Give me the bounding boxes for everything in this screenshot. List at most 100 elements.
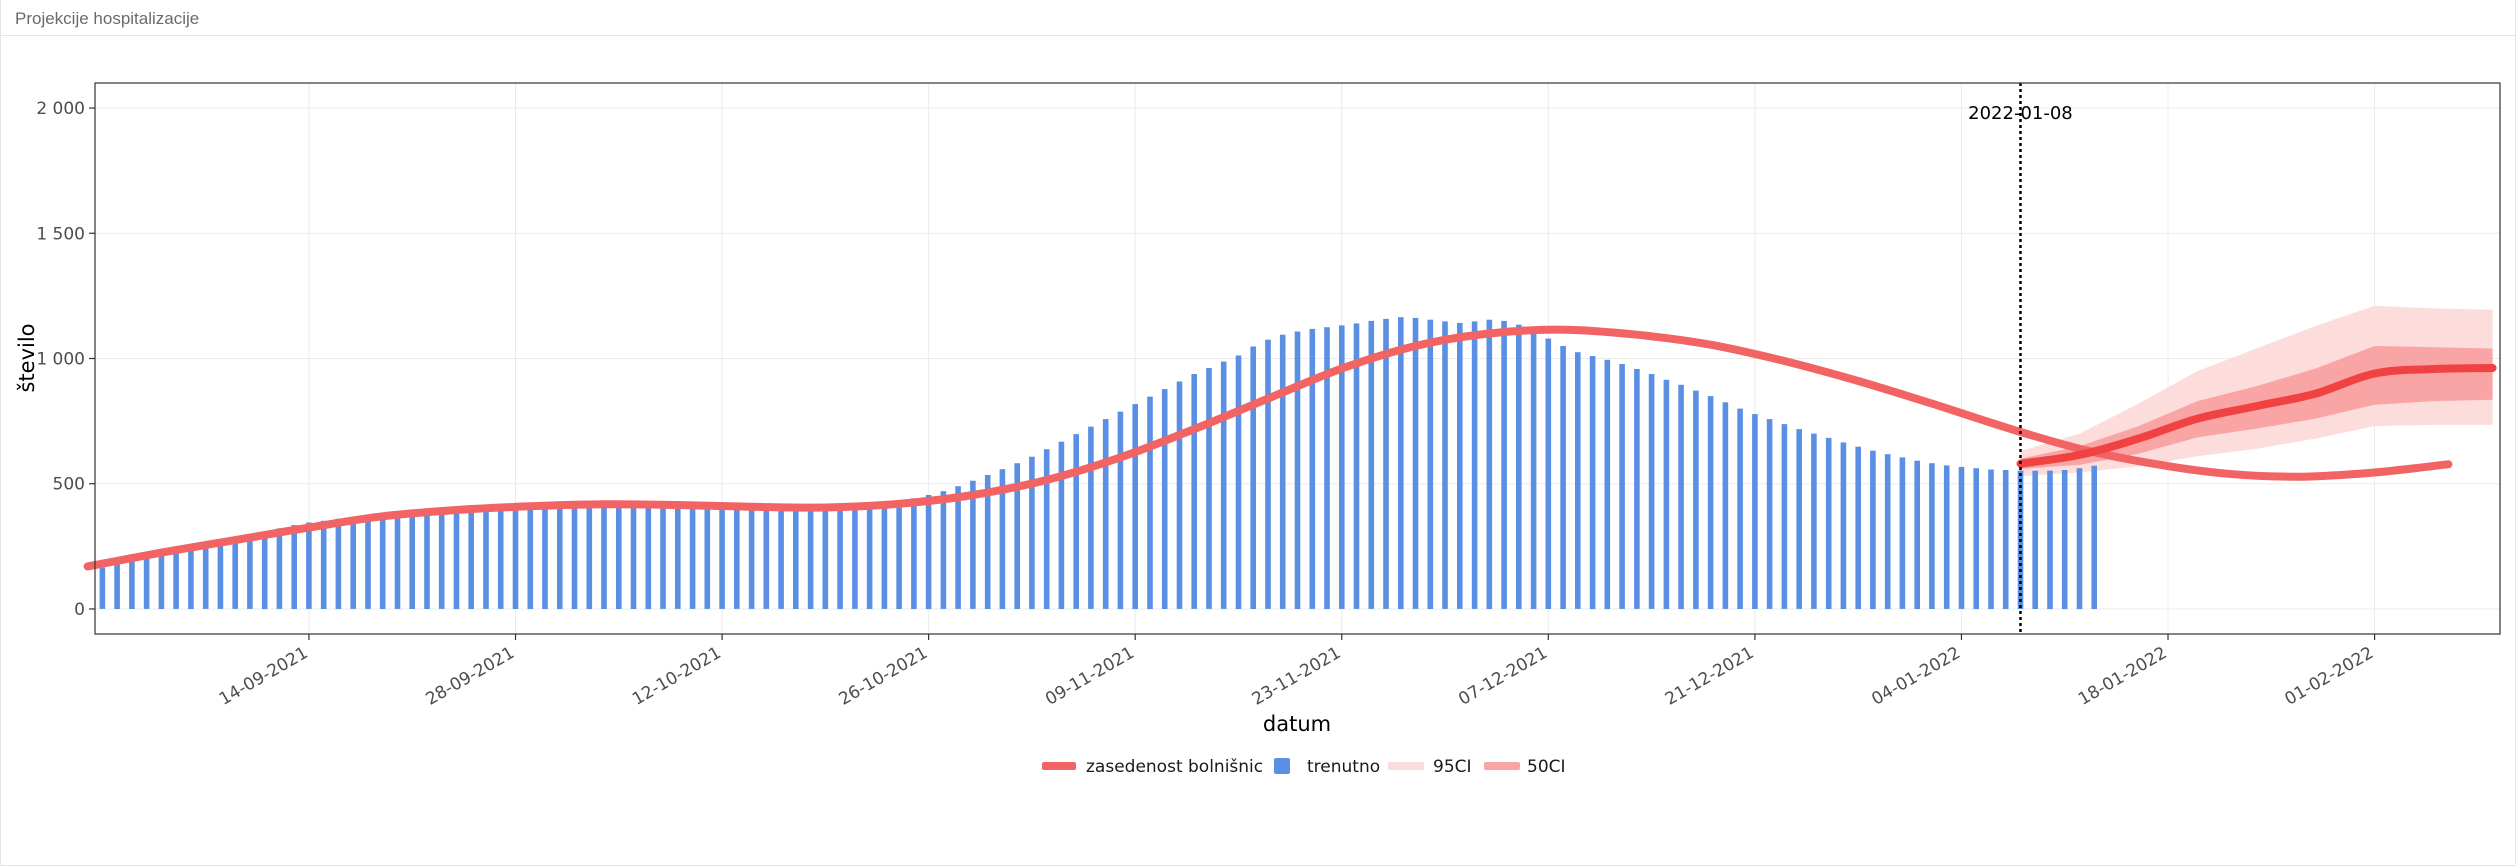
x-tick-label-7: 21-12-2021	[1662, 643, 1758, 710]
bar-59	[970, 480, 976, 609]
bar-73	[1176, 381, 1183, 609]
line-series-projection	[2016, 364, 2497, 468]
bar-107	[1678, 384, 1684, 609]
bar-84	[1339, 325, 1345, 609]
legend-swatch-line	[1042, 762, 1076, 770]
bar-12	[276, 528, 283, 609]
line-projection-path	[2016, 364, 2497, 468]
bar-25	[468, 508, 474, 609]
bar-98	[1545, 338, 1552, 609]
x-tick-label-5: 23-11-2021	[1249, 643, 1345, 710]
bar-114	[1781, 424, 1788, 609]
bar-63	[1029, 456, 1035, 609]
bar-11	[261, 532, 268, 609]
bar-54	[896, 500, 902, 609]
bar-8	[217, 540, 224, 609]
y-tick-label-2: 1 000	[36, 350, 85, 370]
legend-swatch-bars	[1274, 758, 1290, 774]
bar-108	[1693, 390, 1699, 609]
x-tick-label-0: 14-09-2021	[216, 643, 312, 710]
bar-20	[394, 513, 401, 609]
legend-label-bars: trenutno	[1307, 757, 1380, 777]
bar-87	[1383, 318, 1389, 609]
x-tick-label-1: 28-09-2021	[422, 643, 518, 710]
bar-44	[748, 508, 755, 609]
bar-32	[571, 505, 578, 609]
bar-14	[306, 522, 312, 609]
bar-90	[1427, 319, 1434, 609]
bar-49	[822, 505, 829, 609]
legend: zasedenost bolnišnic trenutno 95CI 50CI	[1042, 757, 1566, 777]
bar-7	[202, 543, 209, 609]
bar-43	[734, 508, 740, 609]
chart-frame	[0, 36, 2516, 866]
bar-62	[1014, 463, 1020, 609]
bar-82	[1309, 328, 1316, 609]
x-tick-label-2: 12-10-2021	[629, 643, 725, 710]
bar-120	[1870, 450, 1876, 609]
today-label: 2022-01-08	[1968, 103, 2073, 124]
bar-97	[1530, 331, 1537, 609]
bar-76	[1220, 361, 1227, 609]
bar-38	[660, 507, 666, 609]
bar-104	[1634, 369, 1640, 609]
bar-124	[1929, 463, 1935, 609]
x-tick-label-3: 26-10-2021	[836, 643, 932, 710]
bar-117	[1825, 437, 1832, 609]
bar-125	[1943, 465, 1950, 609]
bar-111	[1737, 408, 1743, 609]
bar-1	[114, 563, 120, 609]
bar-41	[704, 507, 711, 609]
legend-swatch-band50	[1484, 762, 1520, 770]
bar-85	[1353, 323, 1360, 609]
bar-113	[1766, 419, 1773, 609]
bar-92	[1457, 322, 1463, 609]
bar-6	[188, 547, 194, 609]
bar-96	[1516, 324, 1522, 609]
line-series-zasedenost	[83, 325, 2453, 571]
bar-45	[763, 507, 770, 609]
legend-label-line: zasedenost bolnišnic	[1086, 757, 1263, 777]
bar-24	[453, 509, 460, 609]
bar-116	[1811, 433, 1817, 609]
bar-series-trenutno	[99, 317, 2097, 609]
bar-4	[158, 554, 165, 609]
bar-26	[483, 507, 489, 609]
bar-36	[630, 506, 637, 609]
bar-70	[1132, 404, 1138, 609]
bar-10	[247, 535, 253, 609]
bar-105	[1648, 374, 1655, 609]
x-axis: 14-09-2021 28-09-2021 12-10-2021 26-10-2021…	[216, 634, 2377, 710]
bar-93	[1471, 321, 1478, 609]
bar-51	[852, 504, 858, 609]
bar-21	[409, 511, 415, 609]
bar-129	[2002, 470, 2009, 609]
today-marker: 2022-01-08	[1968, 83, 2073, 634]
bar-48	[807, 506, 814, 609]
y-tick-label-1: 500	[53, 475, 85, 495]
y-tick-label-4: 2 000	[36, 99, 85, 119]
bar-22	[424, 510, 430, 609]
bar-17	[350, 517, 356, 609]
bar-131	[2032, 470, 2038, 609]
bar-109	[1707, 396, 1714, 609]
bar-13	[291, 525, 297, 609]
legend-label-band50: 50CI	[1527, 757, 1566, 777]
x-axis-title: datum	[1263, 712, 1331, 736]
bar-83	[1324, 327, 1330, 609]
page-title: Projekcije hospitalizacije	[15, 9, 200, 28]
bar-31	[557, 506, 563, 609]
bar-102	[1604, 359, 1611, 609]
bar-55	[911, 498, 917, 609]
bar-35	[616, 506, 622, 609]
page-header: Projekcije hospitalizacije	[0, 0, 2516, 36]
bar-61	[999, 469, 1006, 609]
bar-58	[955, 486, 961, 609]
bar-89	[1412, 317, 1419, 609]
bar-40	[689, 507, 696, 609]
bar-79	[1265, 339, 1271, 609]
bar-99	[1560, 346, 1566, 609]
bar-60	[984, 475, 991, 609]
bar-121	[1884, 454, 1891, 609]
